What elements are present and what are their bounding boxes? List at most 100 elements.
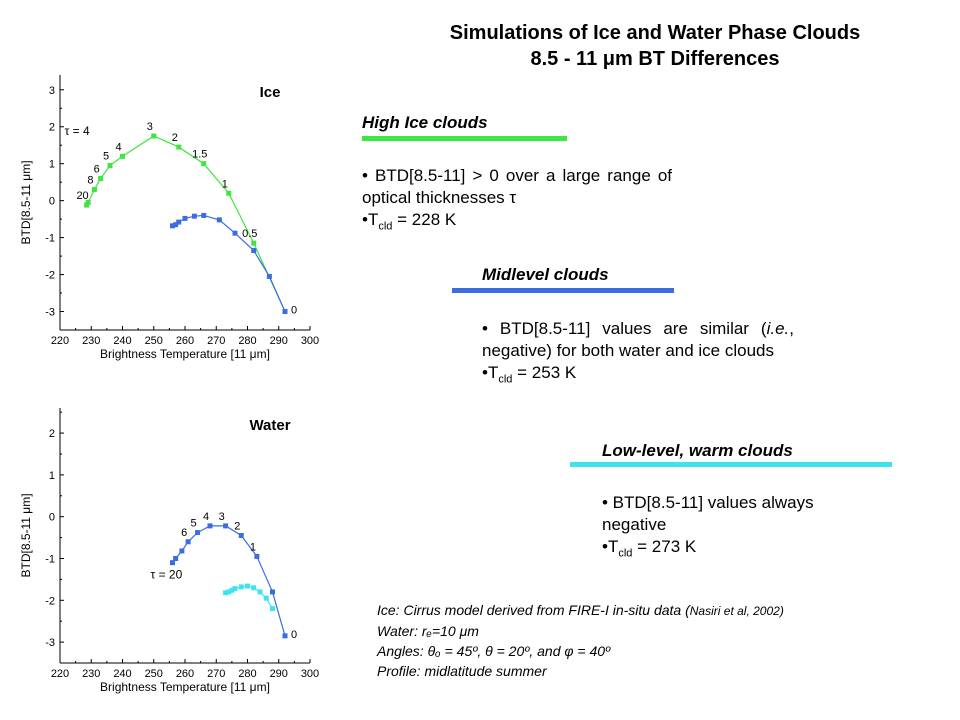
data-point xyxy=(226,190,232,196)
data-point xyxy=(263,595,269,601)
y-tick-label: -1 xyxy=(45,553,55,565)
data-point xyxy=(98,175,104,181)
x-tick-label: 280 xyxy=(238,335,256,347)
chart-title: Water xyxy=(249,417,290,434)
data-point xyxy=(251,248,257,254)
tau-label: τ = 20 xyxy=(151,568,183,582)
data-point xyxy=(270,589,275,595)
x-axis-label: Brightness Temperature [11 μm] xyxy=(100,680,270,694)
data-point xyxy=(176,219,182,225)
data-label: 2 xyxy=(172,132,178,144)
y-tick-label: -2 xyxy=(45,270,55,282)
data-label: 1.5 xyxy=(192,149,207,161)
data-label: 5 xyxy=(103,151,109,163)
data-point xyxy=(191,213,197,219)
data-label: 0.5 xyxy=(242,228,257,240)
footnote: Ice: Cirrus model derived from FIRE-I in… xyxy=(377,600,784,681)
x-tick-label: 250 xyxy=(145,668,163,680)
data-point xyxy=(266,273,272,279)
title-line-2: 8.5 - 11 μm BT Differences xyxy=(530,48,780,70)
data-point xyxy=(85,200,91,205)
data-label: 1 xyxy=(222,178,228,190)
x-tick-label: 260 xyxy=(176,668,194,680)
data-point xyxy=(251,585,257,591)
data-label: 6 xyxy=(181,527,187,539)
data-label: 4 xyxy=(115,141,121,153)
midlevel-bullet-1: • BTD[8.5-11] values are similar (i.e., … xyxy=(482,319,794,360)
midlevel-tcld: •Tcld = 253 K xyxy=(482,363,577,386)
series-line xyxy=(86,135,286,312)
series-line xyxy=(172,214,286,312)
y-tick-label: -2 xyxy=(45,595,55,607)
section-low-level-title: Low-level, warm clouds xyxy=(602,441,793,460)
data-point xyxy=(216,217,222,223)
high-ice-tcld: •Tcld = 228 K xyxy=(362,210,457,233)
y-axis-label: BTD[8.5-11 μm] xyxy=(19,160,33,244)
data-label: 2 xyxy=(234,521,240,533)
data-label: 3 xyxy=(219,511,225,523)
y-tick-label: 2 xyxy=(49,428,55,440)
data-point xyxy=(173,555,179,561)
data-point xyxy=(257,589,263,595)
x-tick-label: 290 xyxy=(270,335,288,347)
data-label: 0 xyxy=(291,305,297,317)
data-point xyxy=(223,590,229,596)
x-axis-label: Brightness Temperature [11 μm] xyxy=(100,347,270,361)
data-point xyxy=(170,223,175,229)
data-point xyxy=(282,633,288,639)
x-tick-label: 230 xyxy=(82,335,100,347)
x-tick-label: 270 xyxy=(207,668,225,680)
y-tick-label: 3 xyxy=(49,85,55,97)
data-point xyxy=(223,523,229,529)
data-label: 5 xyxy=(190,518,196,530)
y-tick-label: -1 xyxy=(45,233,55,245)
page-title: Simulations of Ice and Water Phase Cloud… xyxy=(330,20,960,72)
section-high-ice-title: High Ice clouds xyxy=(362,113,488,132)
ice-chart: 220 230 240 250 260 270 280 290 300-3-2-10123Bri… xyxy=(19,75,319,361)
low-level-tcld: •Tcld = 273 K xyxy=(602,537,697,560)
x-tick-label: 240 xyxy=(113,335,131,347)
x-tick-label: 270 xyxy=(207,335,225,347)
data-label: 3 xyxy=(147,121,153,133)
data-point xyxy=(238,584,244,590)
data-label: 20 xyxy=(76,190,88,202)
water-chart: 220 230 240 250 260 270 280 290 300-3-2-1012Brig… xyxy=(19,408,319,694)
section-midlevel-bar xyxy=(452,288,674,293)
data-point xyxy=(173,222,179,228)
data-point xyxy=(170,560,175,566)
y-tick-label: 2 xyxy=(49,122,55,134)
data-point xyxy=(232,586,238,592)
y-tick-label: -3 xyxy=(45,307,55,319)
data-point xyxy=(120,153,125,159)
x-tick-label: 230 xyxy=(82,668,100,680)
x-tick-label: 260 xyxy=(176,335,194,347)
data-point xyxy=(229,587,235,593)
data-point xyxy=(232,230,238,236)
y-tick-label: -3 xyxy=(45,637,55,649)
data-point xyxy=(254,553,260,559)
data-point xyxy=(251,240,257,246)
data-point xyxy=(245,583,250,589)
data-point xyxy=(91,187,97,193)
footnote-water-radius: Water: rₑ=10 μm xyxy=(377,623,479,639)
x-tick-label: 300 xyxy=(301,668,319,680)
data-point xyxy=(282,309,288,315)
data-point xyxy=(151,133,157,139)
y-tick-label: 1 xyxy=(49,159,55,171)
x-tick-label: 290 xyxy=(270,668,288,680)
x-tick-label: 300 xyxy=(301,335,319,347)
data-point xyxy=(84,202,90,208)
data-label: 0 xyxy=(291,629,297,641)
data-point xyxy=(226,589,232,595)
x-tick-label: 240 xyxy=(113,668,131,680)
data-point xyxy=(207,523,213,529)
x-tick-label: 220 xyxy=(51,335,69,347)
section-midlevel-title: Midlevel clouds xyxy=(482,265,609,284)
section-midlevel-body: • BTD[8.5-11] values are similar (i.e., … xyxy=(482,318,794,390)
y-tick-label: 1 xyxy=(49,470,55,482)
data-point xyxy=(201,161,207,167)
section-low-level-bar xyxy=(570,462,892,467)
data-point xyxy=(195,530,200,536)
section-high-ice-body: • BTD[8.5-11] > 0 over a large range of … xyxy=(362,165,672,237)
data-point xyxy=(176,144,182,150)
